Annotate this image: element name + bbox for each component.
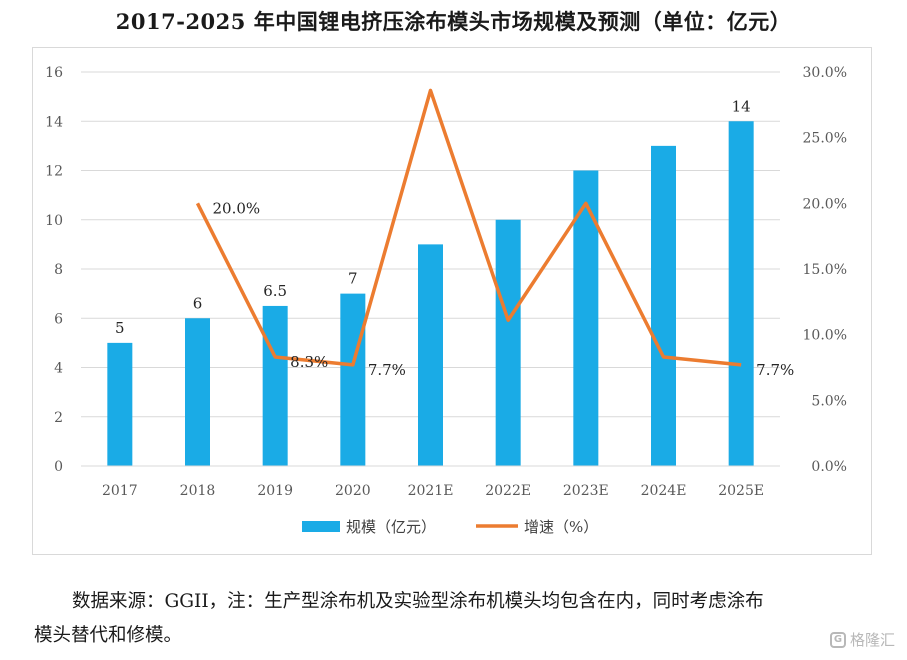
bar — [418, 244, 443, 466]
x-axis-tick-label: 2021E — [408, 483, 454, 499]
line-value-label: 20.0% — [213, 199, 261, 217]
x-axis-tick-label: 2018 — [180, 483, 216, 499]
legend-label-bar: 规模（亿元） — [346, 518, 436, 536]
bar — [495, 219, 521, 466]
left-axis-tick-label: 8 — [54, 262, 63, 278]
left-axis-tick-label: 2 — [54, 410, 63, 426]
bar-value-label: 14 — [732, 97, 751, 115]
bar — [651, 145, 676, 466]
source-note-line1: 数据来源：GGII，注：生产型涂布机及实验型涂布机模头均包含在内，同时考虑涂布 — [72, 591, 764, 612]
bar — [262, 305, 288, 466]
left-axis-tick-label: 14 — [45, 114, 63, 130]
legend-swatch-bar — [302, 521, 340, 532]
x-axis-tick-label: 2023E — [563, 483, 609, 499]
left-axis-tick-label: 0 — [54, 459, 63, 475]
legend-label-line: 增速（%） — [524, 518, 598, 536]
right-axis-tick-label: 10.0% — [803, 328, 847, 344]
bar — [340, 293, 366, 466]
right-axis-tick-label: 20.0% — [803, 196, 847, 212]
bar-series — [107, 121, 754, 466]
line-series — [195, 88, 742, 367]
left-axis-tick-label: 12 — [45, 164, 63, 180]
bar-value-label: 5 — [115, 319, 125, 337]
x-axis-tick-label: 2020 — [335, 483, 371, 499]
bar — [107, 342, 133, 466]
right-axis-tick-label: 30.0% — [803, 65, 847, 81]
data-labels: 5 6 6.5 7 14 20.0% 8.3% 7.7% 7.7% — [115, 97, 794, 379]
right-axis-tick-label: 15.0% — [803, 262, 847, 278]
bar-value-label: 6 — [193, 294, 203, 312]
left-axis-tick-label: 4 — [54, 361, 63, 377]
combo-chart: 0 2 4 6 8 10 12 14 16 0.0% 5.0% 10.0% 15.0% 20.0% 25.0… — [45, 65, 847, 536]
line-value-label: 7.7% — [368, 361, 406, 379]
line-value-label: 7.7% — [756, 361, 794, 379]
x-axis-tick-label: 2019 — [257, 483, 293, 499]
x-axis-tick-label: 2022E — [485, 483, 531, 499]
bar-value-label: 7 — [348, 270, 358, 288]
bar — [185, 318, 210, 466]
source-note-line2: 模头替代和修模。 — [34, 625, 183, 646]
bar — [728, 121, 754, 466]
left-axis-tick-label: 10 — [45, 213, 63, 229]
x-axis-tick-label: 2025E — [718, 483, 764, 499]
legend: 规模（亿元） 增速（%） — [302, 518, 598, 536]
line-value-label: 8.3% — [290, 353, 328, 371]
right-axis-tick-label: 5.0% — [811, 393, 847, 409]
bar-value-label: 6.5 — [263, 282, 287, 300]
axes: 0 2 4 6 8 10 12 14 16 0.0% 5.0% 10.0% 15.0% 20.0% 25.0… — [45, 65, 847, 499]
watermark-logo-icon: G — [829, 631, 846, 648]
chart-frame — [32, 47, 872, 555]
x-axis-tick-label: 2017 — [102, 483, 138, 499]
watermark: G 格隆汇 — [829, 629, 895, 650]
right-axis-tick-label: 25.0% — [803, 131, 847, 147]
growth-line — [195, 88, 742, 367]
left-axis-tick-label: 16 — [45, 65, 63, 81]
left-axis-tick-label: 6 — [54, 311, 63, 327]
chart-title: 2017-2025 年中国锂电挤压涂布模头市场规模及预测（单位：亿元） — [115, 9, 792, 34]
right-axis-tick-label: 0.0% — [811, 459, 847, 475]
watermark-text: 格隆汇 — [849, 631, 895, 649]
x-axis-tick-label: 2024E — [641, 483, 687, 499]
